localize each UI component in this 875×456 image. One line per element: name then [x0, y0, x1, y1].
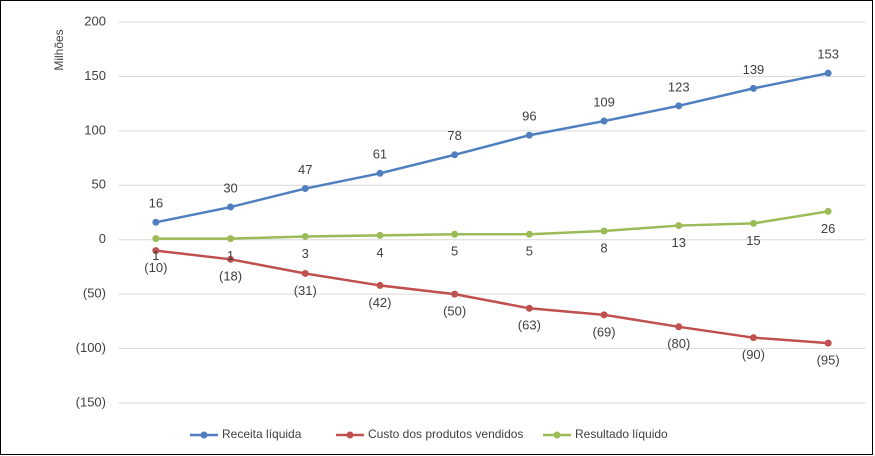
point — [525, 304, 533, 312]
point — [600, 117, 608, 125]
point — [376, 231, 384, 239]
data-label: (31) — [294, 283, 317, 298]
data-label: (42) — [368, 295, 391, 310]
data-label: 13 — [672, 235, 686, 250]
point — [824, 339, 832, 347]
data-label: 5 — [451, 244, 458, 259]
point — [824, 69, 832, 77]
point — [301, 269, 309, 277]
y-tick-label: 0 — [99, 231, 106, 246]
legend-marker — [553, 431, 561, 439]
point — [451, 151, 459, 159]
data-label: 61 — [373, 147, 387, 162]
point — [675, 102, 683, 110]
point — [376, 281, 384, 289]
point — [376, 169, 384, 177]
data-label: 47 — [298, 162, 312, 177]
point — [451, 290, 459, 298]
legend-label: Resultado líquido — [575, 427, 668, 441]
point — [749, 219, 757, 227]
data-label: 96 — [522, 109, 536, 124]
data-label: 3 — [302, 246, 309, 261]
legend-label: Receita líquida — [222, 427, 302, 441]
y-tick-label: (50) — [83, 286, 106, 301]
data-label: 8 — [600, 240, 607, 255]
data-label: (69) — [592, 324, 615, 339]
data-label: (10) — [144, 260, 167, 275]
y-axis-label: Milhões — [52, 29, 66, 70]
data-label: 15 — [746, 233, 760, 248]
point — [227, 255, 235, 263]
data-label: 5 — [526, 244, 533, 259]
data-label: 1 — [227, 248, 234, 263]
data-label: (63) — [518, 318, 541, 333]
data-label: 1 — [152, 248, 159, 263]
data-label: 123 — [668, 79, 690, 94]
legend-marker — [200, 431, 208, 439]
point — [227, 235, 235, 243]
y-tick-label: 50 — [92, 177, 106, 192]
data-label: (50) — [443, 304, 466, 319]
data-label: 30 — [223, 180, 237, 195]
data-label: (80) — [667, 336, 690, 351]
point — [451, 230, 459, 238]
data-label: 4 — [376, 245, 383, 260]
point — [152, 247, 160, 255]
data-label: (18) — [219, 269, 242, 284]
data-label: 139 — [743, 62, 765, 77]
y-tick-label: (150) — [76, 394, 106, 409]
data-label: 26 — [821, 221, 835, 236]
legend-label: Custo dos produtos vendidos — [368, 427, 523, 441]
point — [301, 232, 309, 240]
point — [600, 311, 608, 319]
y-tick-label: 150 — [84, 68, 106, 83]
point — [600, 227, 608, 235]
data-label: (95) — [817, 353, 840, 368]
point — [749, 84, 757, 92]
point — [301, 185, 309, 193]
data-label: (90) — [742, 347, 765, 362]
point — [675, 323, 683, 331]
series-line — [155, 210, 829, 240]
data-label: 16 — [149, 196, 163, 211]
point — [525, 230, 533, 238]
series-line — [155, 71, 829, 224]
data-label: 78 — [447, 128, 461, 143]
legend-marker — [346, 431, 354, 439]
point — [675, 222, 683, 230]
point — [227, 203, 235, 211]
y-tick-label: (100) — [76, 340, 106, 355]
point — [152, 218, 160, 226]
series-line — [155, 249, 829, 345]
point — [749, 334, 757, 342]
point — [824, 207, 832, 215]
data-label: 109 — [593, 94, 615, 109]
point — [152, 235, 160, 243]
y-tick-label: 200 — [84, 13, 106, 28]
y-tick-label: 100 — [84, 122, 106, 137]
point — [525, 131, 533, 139]
data-label: 153 — [817, 47, 839, 62]
